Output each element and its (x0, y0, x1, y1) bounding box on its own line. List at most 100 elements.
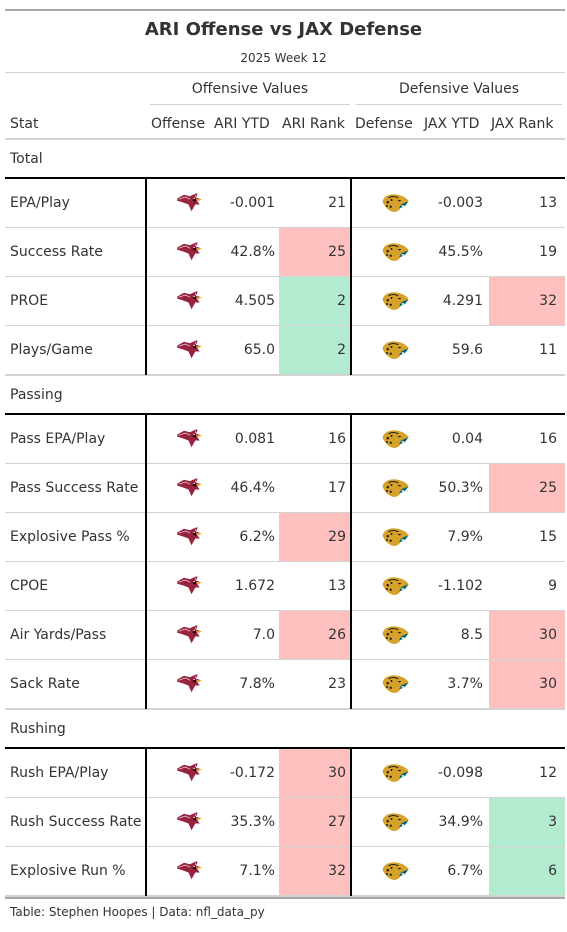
ari-ytd-value: 7.8% (239, 676, 275, 692)
jaguars-logo-icon (381, 859, 411, 883)
jaguars-logo-icon (381, 672, 411, 696)
jax-ytd-value: 7.9% (447, 529, 483, 545)
defensive-spanner-rule (356, 104, 562, 105)
jax-ytd-value: 34.9% (438, 814, 483, 830)
column-header-jax-ytd: JAX YTD (424, 116, 480, 132)
table-row: Explosive Run % 7.1% 32 6.7% 6 (5, 847, 565, 897)
ari-ytd-value: 4.505 (234, 293, 275, 309)
offense-column-divider (145, 749, 147, 896)
stat-name: Rush Success Rate (10, 814, 142, 830)
jax-rank-value: 11 (539, 342, 557, 358)
jaguars-logo-icon (381, 574, 411, 598)
stat-name: Pass EPA/Play (10, 431, 106, 447)
cardinals-logo-icon (175, 672, 205, 696)
stat-name: Explosive Run % (10, 863, 126, 879)
jax-ytd-value: -1.102 (437, 578, 483, 594)
table-row: Plays/Game 65.0 2 59.6 11 (5, 326, 565, 376)
ari-rank-value: 25 (328, 244, 346, 260)
stat-name: Explosive Pass % (10, 529, 130, 545)
jax-ytd-value: 0.04 (451, 431, 483, 447)
row-divider (5, 797, 565, 798)
jax-rank-value: 6 (548, 863, 557, 879)
table-row: PROE 4.505 2 4.291 32 (5, 277, 565, 326)
ari-ytd-value: 42.8% (230, 244, 275, 260)
column-header-jax-rank: JAX Rank (491, 116, 554, 132)
jax-ytd-value: 50.3% (438, 480, 483, 496)
stat-name: EPA/Play (10, 195, 70, 211)
ari-ytd-value: 7.0 (252, 627, 275, 643)
stat-name: Rush EPA/Play (10, 765, 109, 781)
row-divider (5, 610, 565, 611)
group-rule (5, 177, 565, 179)
ari-ytd-value: 0.081 (234, 431, 275, 447)
ari-rank-highlight (279, 228, 350, 276)
ari-rank-value: 26 (328, 627, 346, 643)
ari-rank-value: 21 (328, 195, 346, 211)
cardinals-logo-icon (175, 289, 205, 313)
row-divider (5, 561, 565, 562)
jax-rank-highlight (489, 660, 565, 708)
ari-rank-highlight (279, 611, 350, 659)
ari-rank-value: 16 (328, 431, 346, 447)
jax-ytd-value: -0.098 (437, 765, 483, 781)
ari-rank-value: 13 (328, 578, 346, 594)
ari-rank-highlight (279, 847, 350, 895)
defense-column-divider (350, 415, 352, 709)
ari-rank-highlight (279, 513, 350, 561)
jax-rank-highlight (489, 464, 565, 512)
jax-ytd-value: 6.7% (447, 863, 483, 879)
jax-rank-value: 30 (539, 627, 557, 643)
row-divider (5, 463, 565, 464)
column-header-ari-ytd: ARI YTD (214, 116, 270, 132)
ari-rank-value: 23 (328, 676, 346, 692)
jax-rank-value: 12 (539, 765, 557, 781)
ari-ytd-value: 35.3% (230, 814, 275, 830)
ari-ytd-value: 7.1% (239, 863, 275, 879)
cardinals-logo-icon (175, 191, 205, 215)
row-divider (5, 374, 565, 376)
cardinals-logo-icon (175, 525, 205, 549)
ari-ytd-value: 6.2% (239, 529, 275, 545)
ari-rank-value: 17 (328, 480, 346, 496)
jax-rank-highlight (489, 277, 565, 325)
ari-rank-highlight (279, 798, 350, 846)
jax-rank-value: 19 (539, 244, 557, 260)
bottom-rule (5, 897, 565, 899)
table-row: Rush EPA/Play -0.172 30 -0.098 12 (5, 749, 565, 798)
jax-rank-value: 15 (539, 529, 557, 545)
ari-ytd-value: 46.4% (230, 480, 275, 496)
jax-rank-value: 32 (539, 293, 557, 309)
jax-ytd-value: 45.5% (438, 244, 483, 260)
table-title: ARI Offense vs JAX Defense (144, 19, 423, 40)
stat-name: Sack Rate (10, 676, 80, 692)
stat-name: CPOE (10, 578, 49, 594)
jax-ytd-value: 4.291 (442, 293, 483, 309)
jax-rank-value: 16 (539, 431, 557, 447)
jax-ytd-value: 8.5 (460, 627, 483, 643)
defensive-values-spanner: Defensive Values (398, 81, 520, 97)
jax-rank-value: 25 (539, 480, 557, 496)
table-row: EPA/Play -0.001 21 -0.003 13 (5, 179, 565, 228)
offense-column-divider (145, 415, 147, 709)
cardinals-logo-icon (175, 574, 205, 598)
table-row: Pass Success Rate 46.4% 17 50.3% 25 (5, 464, 565, 513)
row-divider (5, 227, 565, 228)
jaguars-logo-icon (381, 240, 411, 264)
jaguars-logo-icon (381, 761, 411, 785)
jaguars-logo-icon (381, 191, 411, 215)
ari-ytd-value: 1.672 (234, 578, 275, 594)
column-header-ari-rank: ARI Rank (282, 116, 345, 132)
table-row: Explosive Pass % 6.2% 29 7.9% 15 (5, 513, 565, 562)
jaguars-logo-icon (381, 623, 411, 647)
ari-rank-value: 2 (337, 342, 346, 358)
header-top-rule (5, 72, 565, 73)
defense-column-divider (350, 749, 352, 896)
cardinals-logo-icon (175, 859, 205, 883)
row-group-label: Rushing (10, 721, 66, 737)
row-divider (5, 708, 565, 710)
jaguars-logo-icon (381, 427, 411, 451)
cardinals-logo-icon (175, 476, 205, 500)
stat-name: PROE (10, 293, 49, 309)
jax-ytd-value: 3.7% (447, 676, 483, 692)
cardinals-logo-icon (175, 761, 205, 785)
